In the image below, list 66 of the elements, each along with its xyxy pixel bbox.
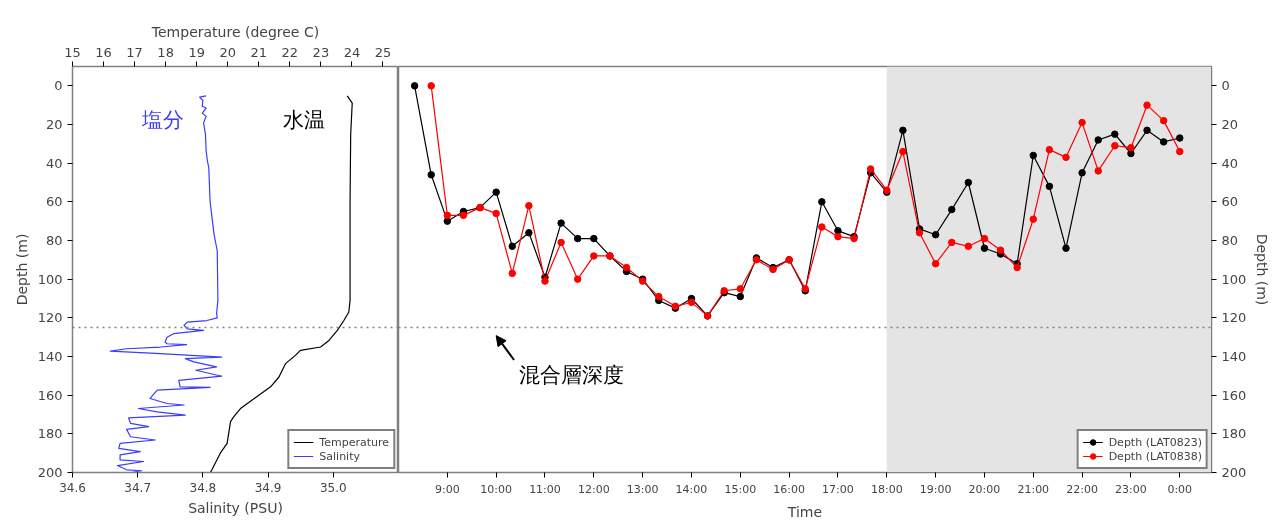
x2-axis-title: Temperature (degree C) xyxy=(150,23,320,40)
x-tick-label: 34.6 xyxy=(59,480,86,495)
x2-tick-label: 17 xyxy=(126,44,143,60)
x-tick-label: 0:00 xyxy=(1167,482,1193,496)
x2-tick-label: 25 xyxy=(374,44,392,60)
y-axis-title: Depth (m) xyxy=(1254,233,1271,306)
x-axis-title: Salinity (PSU) xyxy=(188,499,283,516)
annotation: 塩分 xyxy=(141,107,185,132)
x2-tick-label: 21 xyxy=(250,44,268,60)
y-tick-label: 20 xyxy=(45,117,63,132)
x-tick-label: 19:00 xyxy=(919,482,952,496)
y-tick-label: 140 xyxy=(1221,349,1247,364)
legend-label: Temperature xyxy=(319,435,389,449)
y-tick-label: 120 xyxy=(1221,310,1247,326)
annotation: 混合層深度 xyxy=(519,362,625,387)
y-tick-label: 140 xyxy=(37,349,63,364)
y-tick-label: 20 xyxy=(1221,117,1239,132)
x-tick-label: 34.8 xyxy=(189,480,217,495)
y-tick-label: 40 xyxy=(45,155,63,171)
legend-label: Depth (LAT0823) xyxy=(1108,435,1202,449)
x2-tick-label: 19 xyxy=(188,44,205,60)
y-tick-label: 200 xyxy=(37,465,63,480)
x-axis-title: Time xyxy=(786,503,823,520)
x-tick-label: 11:00 xyxy=(529,482,561,496)
y-tick-label: 80 xyxy=(1221,233,1239,248)
y-axis-title: Depth (m) xyxy=(13,233,30,306)
x-tick-label: 16:00 xyxy=(773,482,805,496)
y-tick-label: 0 xyxy=(54,78,63,94)
y-tick-label: 80 xyxy=(45,233,63,248)
x-tick-label: 34.7 xyxy=(124,480,152,495)
y-tick-label: 160 xyxy=(1221,387,1247,403)
x-tick-label: 22:00 xyxy=(1066,482,1098,496)
x-tick-label: 17:00 xyxy=(822,482,854,496)
x-tick-label: 21:00 xyxy=(1017,482,1050,496)
x-tick-label: 34.9 xyxy=(254,480,282,495)
legend-label: Salinity xyxy=(319,449,360,463)
x-tick-label: 12:00 xyxy=(577,482,610,496)
x-tick-label: 10:00 xyxy=(480,482,513,496)
x-tick-label: 35.0 xyxy=(319,480,347,495)
y-tick-label: 60 xyxy=(45,194,63,210)
y-tick-label: 0 xyxy=(1221,78,1230,94)
y-tick-label: 60 xyxy=(1221,194,1239,210)
y-tick-label: 100 xyxy=(37,271,63,287)
x2-tick-label: 22 xyxy=(281,44,299,60)
x2-tick-label: 15 xyxy=(64,44,81,60)
y-tick-label: 100 xyxy=(1221,271,1247,287)
x2-tick-label: 20 xyxy=(219,44,237,60)
x-tick-label: 13:00 xyxy=(626,482,659,496)
y-tick-label: 120 xyxy=(37,310,63,326)
y-tick-label: 200 xyxy=(1221,465,1247,480)
x2-tick-label: 23 xyxy=(312,44,330,60)
annotation: 水温 xyxy=(283,107,326,132)
x2-tick-label: 18 xyxy=(157,44,174,60)
y-tick-label: 40 xyxy=(1221,155,1239,171)
x-tick-label: 18:00 xyxy=(870,482,903,496)
x-tick-label: 15:00 xyxy=(724,482,757,496)
y-tick-label: 160 xyxy=(37,387,63,403)
y-tick-label: 180 xyxy=(37,426,63,442)
y-tick-label: 180 xyxy=(1221,426,1247,442)
x-tick-label: 20:00 xyxy=(968,482,1001,496)
x-tick-label: 14:00 xyxy=(675,482,708,496)
x-tick-label: 9:00 xyxy=(434,482,460,496)
legend-label: Depth (LAT0838) xyxy=(1108,449,1202,463)
x-tick-label: 23:00 xyxy=(1115,482,1147,496)
x2-tick-label: 24 xyxy=(343,44,361,60)
x2-tick-label: 16 xyxy=(95,44,112,60)
